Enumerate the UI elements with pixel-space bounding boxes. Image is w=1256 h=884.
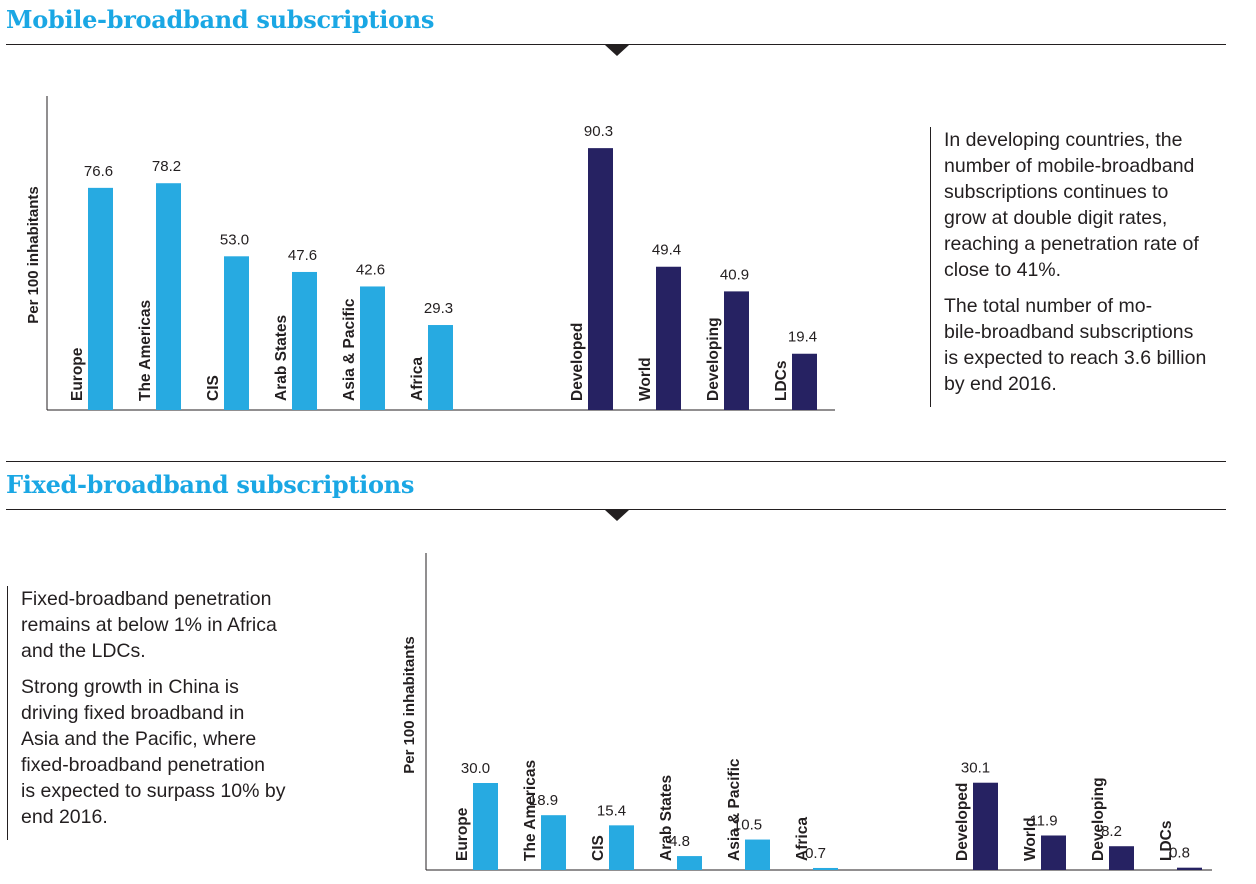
fixed-value-label-world: 11.9 bbox=[1029, 812, 1057, 829]
mobile-category-label-europe: Europe bbox=[69, 347, 86, 401]
mobile-value-label-asia-and-pacific: 42.6 bbox=[356, 261, 385, 278]
mobile-category-label-ldcs: LDCs bbox=[773, 361, 790, 401]
fixed-bar-the-americas bbox=[541, 815, 566, 870]
fixed-note-paragraph-1: Fixed-broadband penetration remains at b… bbox=[21, 588, 277, 662]
mobile-value-label-world: 49.4 bbox=[652, 242, 681, 259]
mobile-category-label-africa: Africa bbox=[409, 357, 426, 401]
mobile-bar-ldcs bbox=[792, 353, 817, 410]
fixed-section-marker-icon bbox=[605, 510, 629, 521]
fixed-category-label-developed: Developed bbox=[954, 783, 971, 861]
mobile-y-axis-label: Per 100 inhabitants bbox=[25, 186, 42, 324]
fixed-section-title: Fixed-broadband subscriptions bbox=[6, 470, 415, 499]
mobile-category-label-world: World bbox=[637, 357, 654, 401]
fixed-category-label-developing: Developing bbox=[1090, 777, 1107, 861]
mobile-value-label-arab-states: 47.6 bbox=[288, 247, 317, 264]
fixed-bar-europe bbox=[473, 783, 498, 870]
mobile-value-label-the-americas: 78.2 bbox=[152, 158, 181, 175]
fixed-bar-world bbox=[1041, 835, 1066, 870]
mobile-bar-cis bbox=[224, 256, 249, 410]
fixed-note-paragraph-2: Strong growth in China is driving fixed … bbox=[21, 676, 286, 828]
mobile-value-label-developed: 90.3 bbox=[584, 123, 613, 140]
mobile-note: In developing countries, the number of m… bbox=[930, 127, 1244, 407]
fixed-value-label-arab-states: 4.8 bbox=[669, 833, 690, 850]
mobile-category-label-the-americas: The Americas bbox=[137, 300, 154, 401]
mobile-value-label-cis: 53.0 bbox=[220, 231, 249, 248]
mobile-category-label-asia-and-pacific: Asia & Pacific bbox=[341, 298, 358, 401]
fixed-bar-developing bbox=[1109, 846, 1134, 870]
mobile-title-rule bbox=[6, 44, 1226, 45]
mobile-bar-the-americas bbox=[156, 183, 181, 410]
mobile-value-label-developing: 40.9 bbox=[720, 266, 749, 283]
mobile-bar-africa bbox=[428, 325, 453, 410]
mobile-section-marker-icon bbox=[605, 45, 629, 56]
mobile-note-paragraph-2: The total number of mo- bile-broadband s… bbox=[944, 295, 1207, 395]
mobile-bar-arab-states bbox=[292, 271, 317, 410]
fixed-value-label-developed: 30.1 bbox=[961, 760, 990, 777]
mobile-category-label-cis: CIS bbox=[205, 375, 222, 401]
mobile-note-paragraph-1: In developing countries, the number of m… bbox=[944, 129, 1199, 281]
mobile-value-label-europe: 76.6 bbox=[84, 163, 113, 180]
fixed-category-label-ldcs: LDCs bbox=[1158, 821, 1175, 861]
mobile-bar-asia-and-pacific bbox=[360, 286, 385, 410]
fixed-category-label-asia-and-pacific: Asia & Pacific bbox=[726, 758, 743, 861]
mobile-category-label-developed: Developed bbox=[569, 323, 586, 401]
fixed-value-label-africa: 0.7 bbox=[805, 845, 826, 862]
fixed-note: Fixed-broadband penetration remains at b… bbox=[7, 586, 321, 840]
mobile-value-label-ldcs: 19.4 bbox=[788, 329, 817, 346]
fixed-top-rule bbox=[6, 461, 1226, 462]
fixed-bar-africa bbox=[813, 867, 838, 870]
fixed-value-label-asia-and-pacific: 10.5 bbox=[733, 817, 762, 834]
fixed-value-label-developing: 8.2 bbox=[1101, 823, 1122, 840]
fixed-y-axis-label: Per 100 inhabitants bbox=[401, 636, 418, 774]
mobile-broadband-chart: Per 100 inhabitants 76.6 Europe 78.2 The Ame… bbox=[25, 96, 835, 411]
mobile-category-label-arab-states: Arab States bbox=[273, 315, 290, 401]
fixed-value-label-europe: 30.0 bbox=[461, 760, 490, 777]
fixed-value-label-cis: 15.4 bbox=[597, 802, 626, 819]
mobile-category-label-developing: Developing bbox=[705, 317, 722, 401]
fixed-title-rule bbox=[6, 509, 1226, 510]
fixed-category-label-arab-states: Arab States bbox=[658, 775, 675, 861]
fixed-bar-asia-and-pacific bbox=[745, 839, 770, 870]
fixed-category-label-africa: Africa bbox=[794, 817, 811, 861]
mobile-bar-europe bbox=[88, 187, 113, 410]
mobile-section-title: Mobile-broadband subscriptions bbox=[6, 5, 435, 34]
mobile-bar-world bbox=[656, 266, 681, 410]
fixed-bar-arab-states bbox=[677, 856, 702, 870]
fixed-value-label-the-americas: 18.9 bbox=[529, 792, 558, 809]
fixed-category-label-world: World bbox=[1022, 817, 1039, 861]
mobile-bar-developed bbox=[588, 148, 613, 410]
fixed-bar-cis bbox=[609, 825, 634, 870]
fixed-category-label-the-americas: The Americas bbox=[522, 760, 539, 861]
fixed-category-label-cis: CIS bbox=[590, 835, 607, 861]
mobile-bar-developing bbox=[724, 291, 749, 410]
fixed-bar-ldcs bbox=[1177, 867, 1202, 870]
fixed-value-label-ldcs: 0.8 bbox=[1169, 845, 1190, 862]
fixed-category-label-europe: Europe bbox=[454, 807, 471, 861]
mobile-value-label-africa: 29.3 bbox=[424, 300, 453, 317]
fixed-bar-developed bbox=[973, 782, 998, 870]
